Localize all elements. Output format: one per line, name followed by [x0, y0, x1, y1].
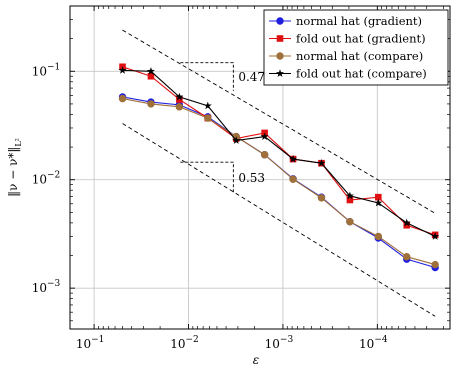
data-point: [203, 101, 212, 110]
data-point: [118, 94, 127, 103]
legend-marker: [276, 17, 284, 25]
data-point: [345, 191, 354, 200]
data-point: [346, 196, 354, 204]
series-0: [118, 93, 439, 272]
data-point: [260, 132, 269, 140]
series-3: [118, 66, 440, 240]
data-point: [317, 159, 326, 167]
legend-entry: normal hat (gradient): [269, 14, 422, 28]
slope-triangle: [180, 161, 234, 194]
slope-label: 0.53: [238, 171, 265, 185]
slope-label: 0.47: [238, 70, 265, 84]
data-point: [176, 96, 183, 103]
data-point: [175, 103, 184, 111]
data-point: [375, 193, 382, 201]
legend-marker: [276, 69, 284, 77]
legend-marker: [276, 52, 284, 60]
data-point: [232, 136, 241, 144]
data-point: [317, 194, 326, 202]
x-tick-label: 10−1: [76, 335, 105, 351]
x-tick-label: 10−4: [359, 335, 388, 351]
y-tick-label: 10−3: [32, 279, 61, 295]
data-point: [146, 67, 155, 75]
legend-label: fold out hat (compare): [296, 67, 427, 81]
series-line: [122, 69, 436, 237]
series-line: [122, 66, 436, 236]
x-axis-label: ε: [253, 353, 259, 367]
data-point: [204, 114, 212, 122]
axis-labels: 10−1 10−2 10−3 10−4 10−1 10−2 10−3 ε ‖ν − ν*‖L²: [6, 62, 388, 367]
x-tick-label: 10−2: [170, 335, 199, 351]
series-2: [118, 94, 439, 269]
y-axis-label: ‖ν − ν*‖L²: [6, 138, 23, 197]
y-tick-label: 10−2: [32, 171, 61, 187]
data-point: [147, 100, 155, 108]
reference-lines: 0.47 0.53: [122, 29, 436, 317]
plot-frame: [69, 5, 451, 330]
data-point: [431, 232, 440, 240]
legend-entry: fold out hat (gradient): [269, 32, 426, 46]
series-line: [122, 98, 436, 266]
data-point: [289, 175, 297, 183]
legend-entry: normal hat (compare): [269, 49, 423, 63]
slope-triangle: [180, 62, 234, 91]
series-line: [122, 96, 436, 269]
data-point: [402, 218, 411, 227]
data-point: [374, 198, 383, 207]
data-point: [374, 232, 383, 241]
y-tick-label: 10−1: [32, 62, 61, 78]
data-point: [403, 252, 411, 261]
legend: normal hat (gradient) fold out hat (gradi…: [263, 9, 449, 86]
legend-label: fold out hat (gradient): [296, 32, 426, 46]
data-point: [118, 66, 127, 74]
data-point: [403, 221, 411, 229]
series-layer: [118, 63, 440, 272]
reference-line: [122, 123, 436, 317]
x-tick-label: 10−3: [265, 335, 294, 351]
reference-line: [122, 29, 436, 214]
legend-entry: fold out hat (compare): [269, 67, 427, 81]
legend-label: normal hat (compare): [296, 49, 423, 63]
data-point: [260, 151, 269, 159]
data-point: [289, 154, 298, 163]
legend-box: [263, 9, 449, 86]
data-point: [147, 72, 155, 80]
data-point: [346, 218, 354, 226]
legend-marker: [276, 35, 284, 42]
legend-label: normal hat (gradient): [296, 14, 422, 28]
data-point: [431, 260, 439, 269]
data-point: [175, 92, 184, 101]
